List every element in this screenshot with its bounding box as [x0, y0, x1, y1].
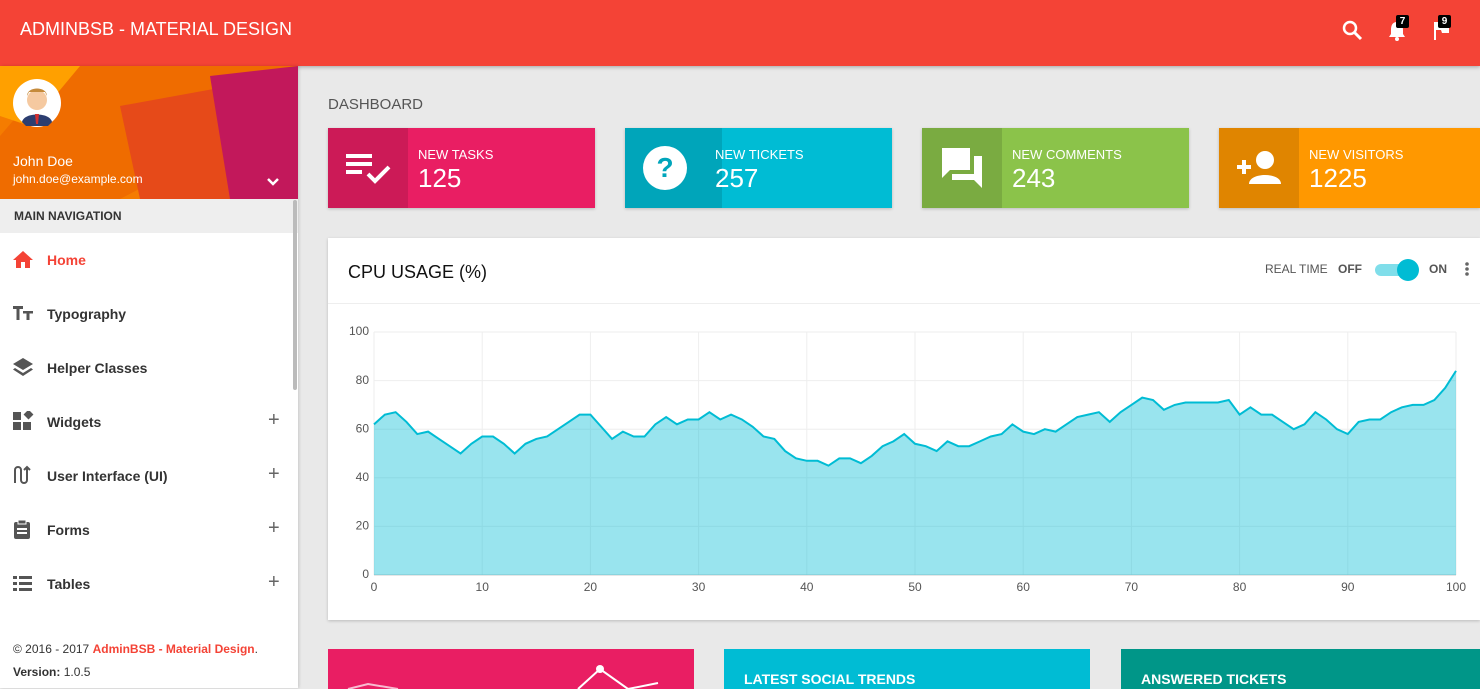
nav-heading: MAIN NAVIGATION [0, 199, 298, 233]
line [373, 370, 1457, 467]
y-tick-label: 80 [356, 373, 370, 387]
nav-label: Tables [47, 576, 91, 592]
x-tick-label: 0 [371, 580, 378, 594]
svg-text:?: ? [656, 152, 673, 183]
x-tick-label: 10 [476, 580, 490, 594]
info-value: 257 [715, 163, 759, 193]
copyright: © 2016 - 2017 [13, 642, 90, 656]
scrollbar[interactable] [293, 200, 297, 390]
expand-icon[interactable]: + [268, 517, 280, 539]
info-box: ? NEW TICKETS 257 [625, 128, 892, 208]
info-box: NEW TASKS 125 [328, 128, 595, 208]
area-fill [374, 370, 1456, 575]
nav-label: User Interface (UI) [47, 468, 168, 484]
nav-item[interactable]: Home [0, 233, 290, 287]
x-tick-label: 50 [908, 580, 922, 594]
expand-icon[interactable]: + [268, 409, 280, 431]
x-tick-label: 100 [1446, 580, 1466, 594]
nav-item[interactable]: User Interface (UI) + [0, 449, 290, 503]
x-tick-label: 20 [584, 580, 598, 594]
x-tick-label: 70 [1125, 580, 1139, 594]
bottom-card [328, 649, 694, 689]
nav-item[interactable]: Helper Classes [0, 341, 290, 395]
x-tick-label: 30 [692, 580, 706, 594]
user-info: John Doe john.doe@example.com [0, 66, 298, 199]
user-email: john.doe@example.com [13, 172, 143, 186]
x-tick-label: 60 [1017, 580, 1031, 594]
info-value: 243 [1012, 163, 1056, 193]
y-tick-label: 60 [356, 421, 370, 435]
bottom-card: LATEST SOCIAL TRENDS [724, 649, 1090, 689]
nav-item[interactable]: Widgets + [0, 395, 290, 449]
nav-label: Helper Classes [47, 360, 148, 376]
card-header: CPU USAGE (%) REAL TIME OFF ON [328, 238, 1480, 304]
top-bar: ADMINBSB - MATERIAL DESIGN 7 9 [0, 0, 1480, 66]
info-label: NEW TICKETS [715, 147, 804, 162]
user-menu-toggle[interactable] [266, 177, 280, 187]
nav-label: Typography [47, 306, 127, 322]
card-title: LATEST SOCIAL TRENDS [744, 671, 916, 687]
brand[interactable]: ADMINBSB - MATERIAL DESIGN [20, 19, 293, 39]
x-tick-label: 40 [800, 580, 814, 594]
chart-title: CPU USAGE (%) [348, 262, 488, 282]
info-box: NEW VISITORS 1225 [1219, 128, 1480, 208]
expand-icon[interactable]: + [268, 463, 280, 485]
nav-item[interactable]: Typography [0, 287, 290, 341]
y-tick-label: 20 [356, 519, 370, 533]
nav-item[interactable]: Tables + [0, 557, 290, 611]
expand-icon[interactable]: + [268, 571, 280, 593]
footer-link[interactable]: AdminBSB - Material Design [92, 642, 255, 656]
x-tick-label: 80 [1233, 580, 1247, 594]
page-title: DASHBOARD [328, 96, 424, 113]
chart-card: CPU USAGE (%) REAL TIME OFF ON 0 20 40 60 80… [328, 238, 1480, 620]
footer-period: . [254, 642, 258, 656]
nav-label: Forms [47, 522, 90, 538]
comments-icon [942, 148, 982, 188]
realtime-label: REAL TIME [1265, 262, 1328, 276]
bottom-card: ANSWERED TICKETS [1121, 649, 1480, 689]
help-icon: ? [643, 146, 687, 190]
info-label: NEW TASKS [418, 147, 494, 162]
toggle-off-label: OFF [1338, 262, 1362, 276]
cpu-chart: 0 20 40 60 80 100 0 10 20 30 40 50 60 70 80 90 100 [349, 324, 1466, 594]
info-box: NEW COMMENTS 243 [922, 128, 1189, 208]
info-label: NEW COMMENTS [1012, 147, 1122, 162]
card-title: ANSWERED TICKETS [1141, 671, 1287, 687]
nav-label: Widgets [47, 414, 102, 430]
user-name[interactable]: John Doe [13, 153, 73, 169]
x-tick-label: 90 [1341, 580, 1355, 594]
search-icon[interactable] [1342, 20, 1364, 42]
task-badge: 9 [1438, 15, 1451, 28]
footer: © 2016 - 2017 AdminBSB - Material Design… [13, 638, 258, 684]
info-value: 125 [418, 163, 462, 193]
avatar[interactable] [12, 78, 62, 128]
sidebar: John Doe john.doe@example.com MAIN NAVIG… [0, 66, 298, 688]
version-label: Version: [13, 665, 61, 679]
info-label: NEW VISITORS [1309, 147, 1404, 162]
more-menu[interactable] [1462, 260, 1472, 280]
notification-badge: 7 [1396, 15, 1409, 28]
info-value: 1225 [1309, 163, 1367, 193]
version: 1.0.5 [63, 665, 91, 679]
card-decoration [347, 665, 659, 689]
y-tick-label: 40 [356, 470, 370, 484]
realtime-toggle[interactable] [1373, 257, 1421, 283]
nav-item[interactable]: Forms + [0, 503, 290, 557]
tasks-icon [346, 154, 391, 184]
nav-label: Home [47, 252, 86, 268]
add-person-icon [1237, 151, 1281, 184]
y-tick-label: 100 [349, 324, 369, 338]
toggle-on-label: ON [1429, 262, 1447, 276]
y-tick-label: 0 [362, 567, 369, 581]
